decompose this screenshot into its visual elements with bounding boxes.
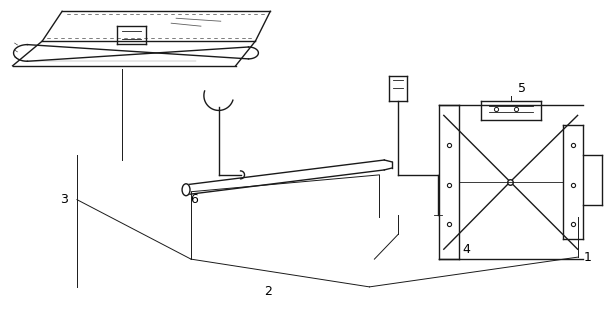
Text: 2: 2 — [264, 285, 272, 298]
Text: 3: 3 — [60, 193, 68, 206]
Ellipse shape — [182, 184, 190, 196]
Text: 6: 6 — [190, 193, 198, 206]
Text: 5: 5 — [518, 82, 526, 95]
Text: 4: 4 — [462, 243, 470, 256]
Text: 1: 1 — [584, 251, 592, 264]
